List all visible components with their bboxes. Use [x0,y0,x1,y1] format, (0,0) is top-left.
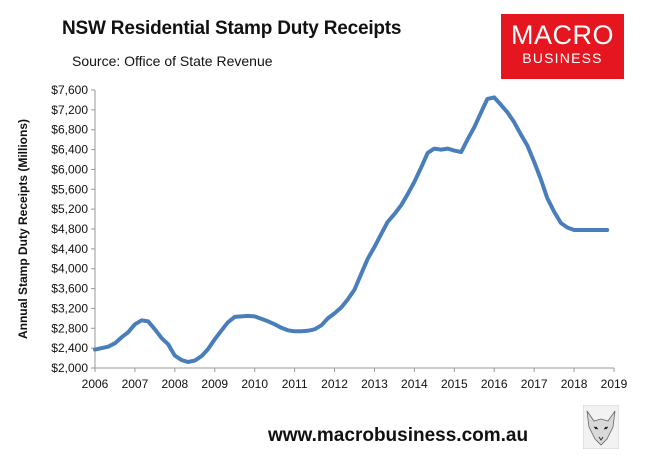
logo-line-2: BUSINESS [522,50,603,66]
y-tick-label: $7,200 [51,103,88,117]
y-tick-label: $3,200 [51,301,88,315]
x-tick-label: 2012 [321,377,348,391]
x-tick-label: 2013 [361,377,388,391]
fox-emblem-icon [583,405,619,449]
y-tick-label: $6,000 [51,162,88,176]
y-tick-label: $2,400 [51,341,88,355]
y-tick-label: $5,200 [51,202,88,216]
x-tick-label: 2008 [161,377,188,391]
series-line [93,95,610,364]
x-tick-label: 2010 [241,377,268,391]
y-tick-label: $4,800 [51,222,88,236]
y-tick-label: $6,800 [51,123,88,137]
macrobusiness-logo: MACRO BUSINESS [501,14,624,79]
y-tick-label: $3,600 [51,282,88,296]
y-tick-label: $2,000 [51,361,88,375]
footer-url: www.macrobusiness.com.au [268,425,529,446]
logo-line-1: MACRO [511,20,614,50]
y-tick-label: $5,600 [51,182,88,196]
x-tick-label: 2011 [282,377,308,391]
x-tick-label: 2018 [561,377,588,391]
x-tick-label: 2016 [481,377,508,391]
x-tick-label: 2015 [441,377,468,391]
chart-title: NSW Residential Stamp Duty Receipts [62,18,402,39]
y-tick-label: $6,400 [51,143,88,157]
x-tick-label: 2009 [201,377,228,391]
y-tick-label: $4,400 [51,242,88,256]
x-tick-label: 2017 [521,377,548,391]
x-tick-label: 2006 [82,377,109,391]
chart-source: Source: Office of State Revenue [72,53,273,69]
x-tick-label: 2007 [122,377,149,391]
y-axis-label: Annual Stamp Duty Receipts (Millions) [16,119,30,339]
y-tick-label: $2,800 [51,321,88,335]
y-tick-label: $4,000 [51,262,88,276]
x-tick-label: 2019 [601,377,628,391]
y-tick-label: $7,600 [51,83,88,97]
x-tick-label: 2014 [401,377,428,391]
